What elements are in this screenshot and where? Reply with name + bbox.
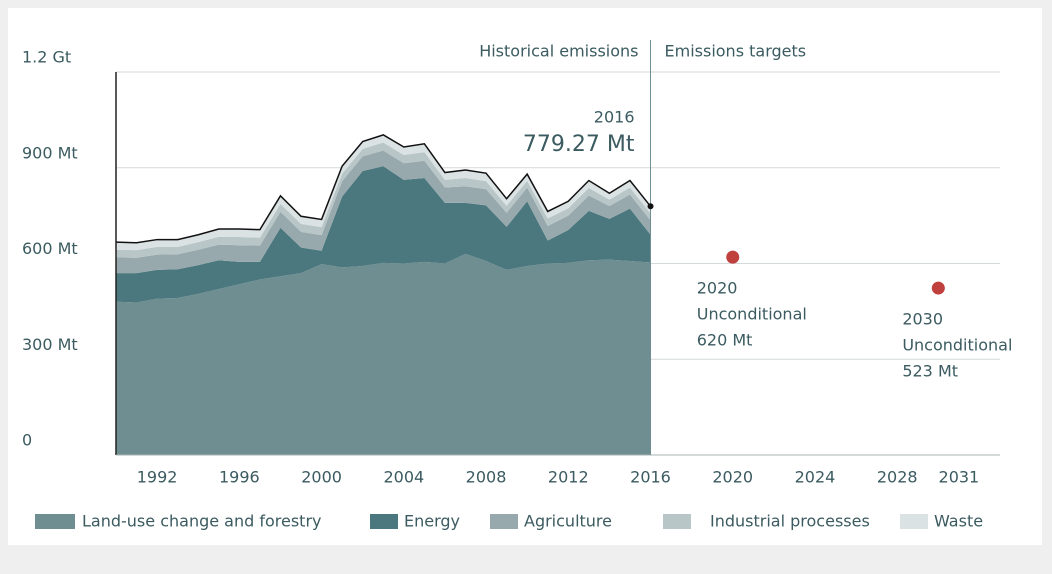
y-tick-label: 900 Mt — [22, 143, 78, 162]
target-label: Unconditional — [697, 305, 807, 324]
target-label: Unconditional — [902, 336, 1012, 355]
legend-swatch — [35, 514, 75, 529]
x-tick-label: 2012 — [548, 468, 589, 487]
legend-label: Industrial processes — [710, 512, 870, 531]
x-tick-label: 2000 — [301, 468, 342, 487]
x-tick-label: 1996 — [219, 468, 260, 487]
legend-swatch — [370, 514, 398, 529]
legend-label: Energy — [404, 512, 460, 531]
area — [116, 150, 651, 274]
area — [116, 253, 651, 455]
y-tick-label: 0 — [22, 431, 32, 450]
area — [116, 166, 651, 303]
y-tick-label: 600 Mt — [22, 239, 78, 258]
x-tick-label: 2016 — [630, 468, 671, 487]
x-tick-label: 2020 — [712, 468, 753, 487]
legend-label: Agriculture — [524, 512, 612, 531]
target-label: 2030 — [902, 310, 943, 329]
annotation-point — [647, 203, 654, 210]
annotation-value: 779.27 Mt — [523, 132, 635, 157]
target-label: 523 Mt — [902, 362, 958, 381]
section-label: Emissions targets — [665, 42, 807, 61]
total-outline — [115, 134, 652, 244]
legend-label: Land-use change and forestry — [82, 512, 322, 531]
x-tick-label: 2028 — [877, 468, 918, 487]
legend-swatch — [900, 514, 928, 529]
legend-label: Waste — [934, 512, 983, 531]
x-tick-label: 2031 — [939, 468, 980, 487]
y-tick-label: 1.2 Gt — [22, 48, 71, 67]
legend-swatch — [490, 514, 518, 529]
x-tick-label: 2004 — [383, 468, 424, 487]
annotation-year: 2016 — [594, 108, 635, 127]
section-label: Historical emissions — [479, 42, 638, 61]
target-point — [931, 281, 945, 295]
x-tick-label: 2024 — [795, 468, 836, 487]
x-tick-label: 1992 — [137, 468, 178, 487]
legend-swatch — [663, 514, 691, 529]
y-tick-label: 300 Mt — [22, 335, 78, 354]
target-point — [726, 250, 740, 264]
target-label: 620 Mt — [697, 331, 753, 350]
target-label: 2020 — [697, 279, 738, 298]
x-tick-label: 2008 — [466, 468, 507, 487]
